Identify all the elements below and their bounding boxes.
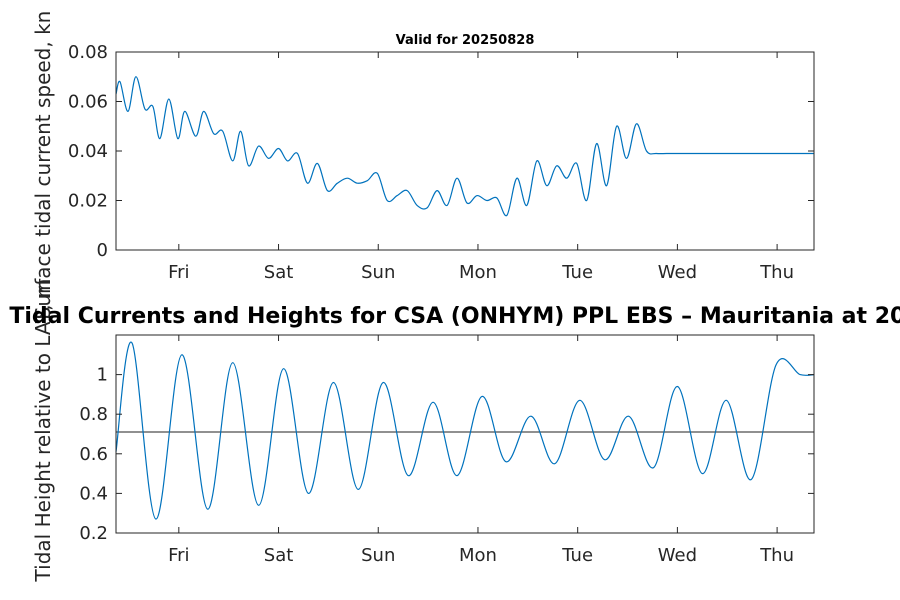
tidal-height-ytick-label: 0.8 [79, 404, 108, 425]
tidal-height-xtick-label: Mon [459, 545, 497, 566]
current-speed-ytick-label: 0.04 [68, 141, 108, 162]
tidal-height-series [115, 341, 815, 520]
tidal-height-xtick-label: Sun [361, 545, 395, 566]
current-speed-xtick-label: Thu [759, 262, 794, 283]
tidal-height-xtick-label: Sat [264, 545, 294, 566]
current-speed-xtick-label: Mon [459, 262, 497, 283]
current-speed-ylabel: Surface tidal current speed, kn [31, 11, 55, 320]
current-speed-ytick-label: 0.08 [68, 42, 108, 63]
current-speed-xtick-label: Sun [361, 262, 395, 283]
figure-title: Tidal Currents and Heights for CSA (ONHY… [9, 304, 900, 329]
current-speed-xtick-label: Wed [658, 262, 697, 283]
current-speed-ytick-label: 0 [97, 240, 108, 261]
tidal-height-xtick-label: Wed [658, 545, 697, 566]
current-speed-series-line [115, 76, 814, 217]
tidal-height-ytick-label: 1 [97, 365, 108, 386]
current-speed-xtick-label: Sat [264, 262, 294, 283]
current-speed-panel: Valid for 20250828 0 0.02 0.04 0.06 0.08 Fri S… [31, 11, 815, 320]
current-speed-axes-box [115, 51, 815, 251]
tidal-height-xtick-label: Fri [168, 545, 189, 566]
tidal-height-panel: 0.2 0.4 0.6 0.8 1 Fri Sat Sun Mon Tue Wed Thu Tidal… [31, 279, 815, 583]
current-speed-xtick-label: Tue [561, 262, 593, 283]
current-speed-ytick-label: 0.02 [68, 191, 108, 212]
tidal-height-ytick-label: 0.6 [79, 444, 108, 465]
tidal-height-xtick-label: Thu [759, 545, 794, 566]
tidal-height-ylabel: Tidal Height relative to LAT, m [31, 279, 55, 583]
current-speed-xtick-label: Fri [168, 262, 189, 283]
tidal-height-axes-box [115, 334, 815, 534]
current-speed-series [115, 76, 814, 217]
tidal-height-series-line [115, 341, 815, 520]
tidal-height-ytick-label: 0.4 [79, 483, 108, 504]
current-speed-ytick-label: 0.06 [68, 92, 108, 113]
tidal-height-xtick-label: Tue [561, 545, 593, 566]
tidal-height-ytick-label: 0.2 [79, 523, 108, 544]
current-speed-title: Valid for 20250828 [396, 33, 535, 48]
